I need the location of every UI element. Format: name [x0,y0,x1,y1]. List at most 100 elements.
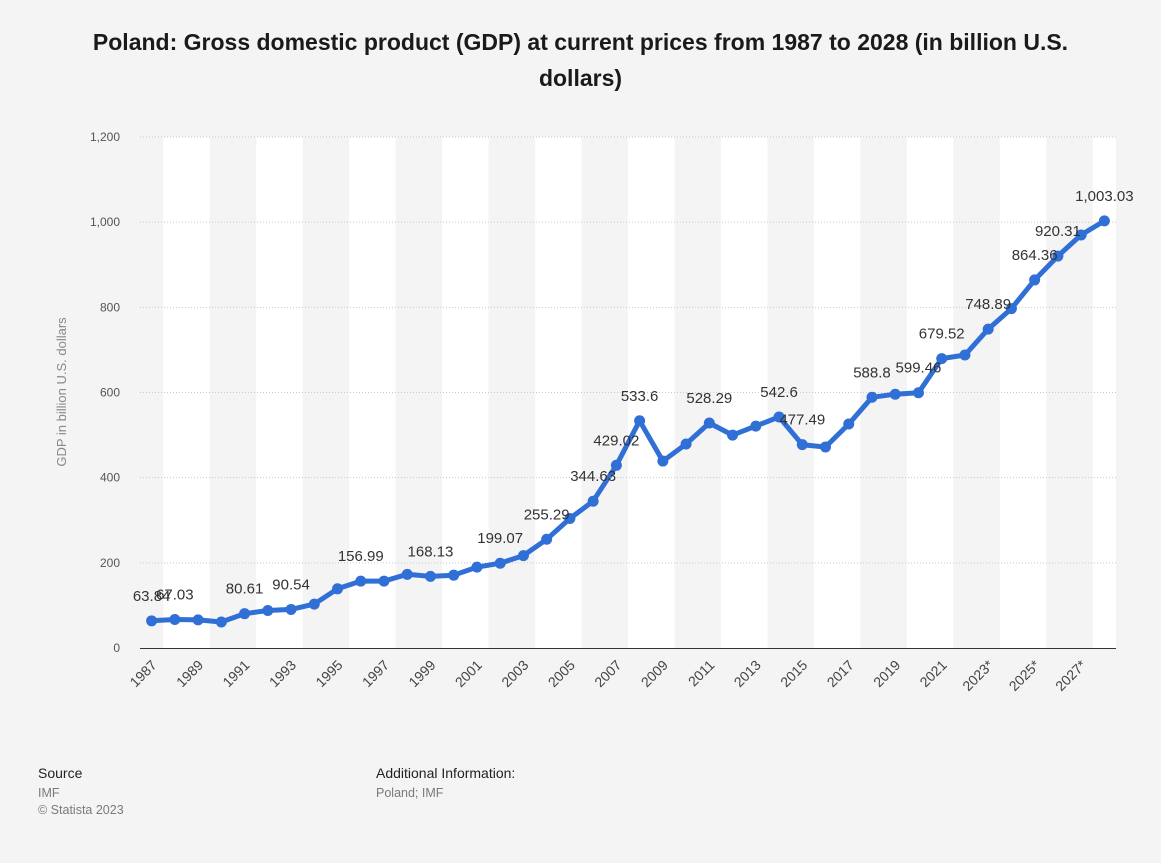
gridlines [140,136,1116,564]
data-point[interactable] [215,616,227,628]
data-label: 588.8 [853,364,891,381]
data-point[interactable] [517,550,529,562]
x-tick-label: 2021 [916,657,949,690]
y-axis-label: GDP in billion U.S. dollars [54,317,69,467]
data-point[interactable] [494,557,506,569]
data-label: 63.84 [133,588,171,605]
y-tick-label: 0 [113,641,120,655]
data-point[interactable] [750,420,762,432]
data-point[interactable] [610,459,622,471]
data-label: 344.63 [570,468,616,485]
data-point[interactable] [564,513,576,525]
x-tick-label: 1989 [173,657,206,690]
data-point[interactable] [936,353,948,365]
data-point[interactable] [378,575,390,587]
data-point[interactable] [727,429,739,441]
data-label: 864.36 [1012,247,1058,264]
data-point[interactable] [541,533,553,545]
data-point[interactable] [1075,229,1087,241]
data-point[interactable] [285,603,297,615]
data-label: 920.31 [1035,223,1081,240]
copyright[interactable]: © Statista 2023 [38,803,124,817]
y-tick-label: 800 [100,300,120,314]
data-label: 1,003.03 [1075,188,1133,205]
column-band [999,137,1047,648]
data-point[interactable] [982,323,994,335]
x-tick-label: 2003 [498,657,531,690]
data-point[interactable] [308,598,320,610]
x-tick-label: 2007 [591,657,624,690]
data-point[interactable] [912,387,924,399]
data-point[interactable] [1098,215,1110,227]
data-label: 156.99 [338,548,384,565]
x-tick-label: 2025* [1006,656,1044,694]
x-tick-label: 2009 [638,657,671,690]
x-tick-label: 1995 [312,657,345,690]
data-point[interactable] [634,415,646,427]
x-tick-label: 2023* [959,656,997,694]
data-point[interactable] [146,615,158,627]
y-tick-label: 600 [100,386,120,400]
x-tick-label: 2001 [452,657,485,690]
y-tick-label: 200 [100,556,120,570]
data-label: 429.02 [593,432,639,449]
data-point[interactable] [773,411,785,423]
data-point[interactable] [401,568,413,580]
data-label: 67.03 [156,586,194,603]
x-tick-label: 2017 [824,657,857,690]
data-label: 748.89 [965,296,1011,313]
data-label: 533.6 [621,388,659,405]
column-band [813,137,861,648]
source-heading: Source [38,765,83,781]
additional-info-block: Additional Information: Poland; IMF [376,765,515,802]
source-value[interactable]: IMF [38,786,60,800]
data-label: 199.07 [477,530,523,547]
data-point[interactable] [680,438,692,450]
data-point[interactable] [1029,274,1041,286]
data-label: 80.61 [226,581,264,598]
data-point[interactable] [889,388,901,400]
data-point[interactable] [355,575,367,587]
data-point[interactable] [471,561,483,573]
data-point[interactable] [820,441,832,453]
additional-info-value: Poland; IMF [376,786,444,800]
data-label: 679.52 [919,326,965,343]
x-tick-label: 1991 [219,657,252,690]
data-label: 168.13 [408,543,454,560]
x-tick-label: 2015 [777,657,810,690]
data-point[interactable] [192,614,204,626]
data-point[interactable] [959,349,971,361]
data-point[interactable] [239,608,251,620]
source-block: Source IMF © Statista 2023 [38,765,124,819]
data-label: 477.49 [779,412,825,429]
y-tick-label: 1,200 [90,130,120,144]
data-point[interactable] [1052,250,1064,262]
data-label: 90.54 [272,576,310,593]
data-point[interactable] [657,455,669,467]
data-point[interactable] [169,613,181,625]
data-point[interactable] [843,418,855,430]
y-tick-label: 1,000 [90,215,120,229]
y-tick-label: 400 [100,471,120,485]
data-label: 542.6 [760,384,798,401]
data-point[interactable] [262,605,274,617]
x-tick-label: 2027* [1052,656,1090,694]
data-point[interactable] [1005,303,1017,315]
series-gdp [146,215,1110,628]
data-point[interactable] [448,569,460,581]
data-point[interactable] [796,439,808,451]
x-tick-label: 2019 [870,657,903,690]
data-point[interactable] [866,391,878,403]
x-axis-ticks: 1987 1989 1991 1993 1995 1997 1999 2001 2003 2005… [126,656,1089,694]
x-tick-label: 1997 [359,657,392,690]
chart-title: Poland: Gross domestic product (GDP) at … [92,29,1069,91]
data-point[interactable] [332,583,344,595]
x-tick-label: 2005 [545,657,578,690]
x-tick-label: 2013 [731,657,764,690]
data-point[interactable] [703,417,715,429]
data-point[interactable] [587,495,599,507]
line-chart: 0 200 400 600 800 1,000 1,200 GDP in billion U… [54,130,1134,694]
data-point[interactable] [424,570,436,582]
data-label: 255.29 [524,506,570,523]
